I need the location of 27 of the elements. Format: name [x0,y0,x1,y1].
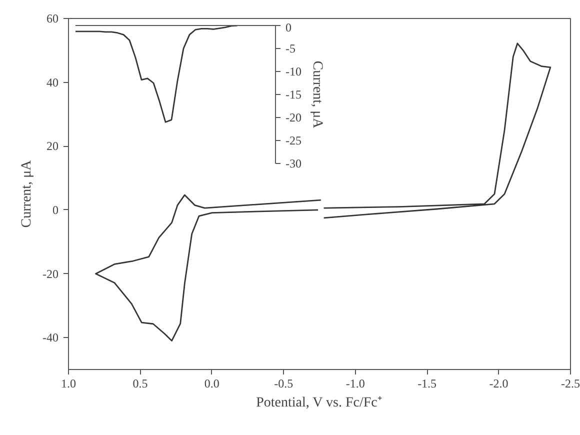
x-tick-label: 0.0 [204,376,220,390]
x-axis-title: Potential, V vs. Fc/Fc⁺ [256,396,382,410]
y-axis-title: Current, μA [309,60,324,130]
line-series [76,26,238,123]
x-tick-label: -1.0 [346,376,365,390]
y-tick-label: 0 [52,202,58,217]
y-axis-title: Current, μA [20,159,35,228]
y-tick-label: 40 [46,75,58,90]
y-tick-label: 60 [46,12,58,26]
x-tick-label: -1.5 [418,376,437,390]
y-tick-label: 0 [286,20,292,34]
x-tick-label: 1.0 [61,376,76,390]
y-tick-label: -20 [42,266,59,281]
line-series [323,42,552,219]
y-tick-label: -10 [286,64,302,78]
y-tick-label: -15 [286,88,302,102]
x-tick-label: -2.5 [561,376,580,390]
y-tick-label: 20 [46,139,58,154]
x-tick-label: 0.5 [132,376,148,390]
x-tick-label: -2.0 [489,376,508,390]
x-tick-label: -0.5 [274,376,294,390]
line-series [95,194,322,342]
y-tick-label: -5 [286,42,296,56]
y-tick-label: -25 [286,134,302,148]
y-tick-label: -40 [42,330,59,345]
y-tick-label: -20 [286,110,302,124]
y-tick-label: -30 [286,156,302,170]
